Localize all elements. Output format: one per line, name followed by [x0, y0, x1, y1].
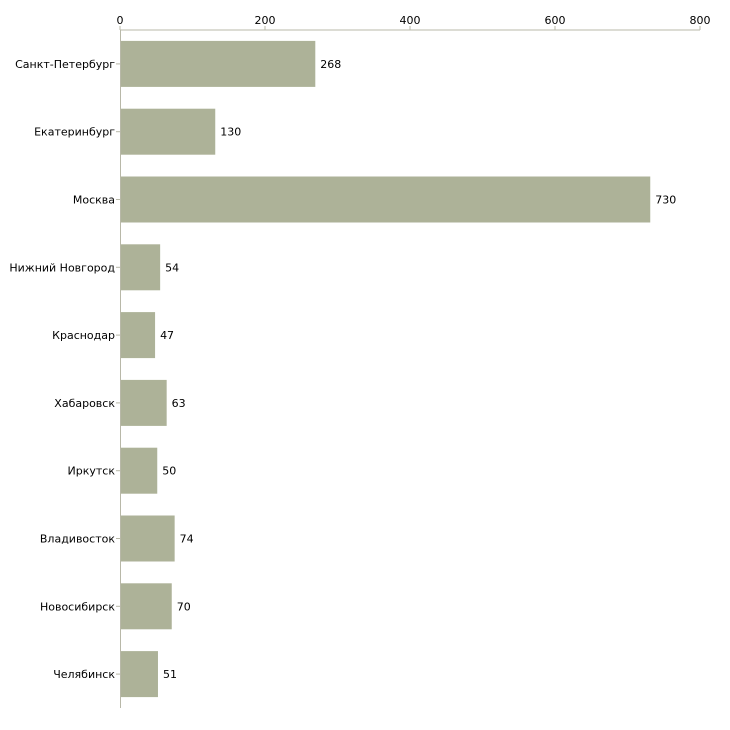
category-label: Новосибирск: [40, 600, 115, 613]
bar: [121, 312, 156, 359]
bar: [121, 176, 651, 223]
category-label: Москва: [73, 194, 115, 207]
value-label: 47: [160, 329, 174, 342]
x-tick-label: 600: [545, 14, 566, 27]
bar: [121, 515, 175, 562]
category-label: Нижний Новгород: [9, 261, 115, 274]
bar: [121, 108, 216, 155]
category-label: Владивосток: [40, 533, 115, 546]
category-label: Санкт-Петербург: [15, 58, 115, 71]
x-tick-label: 0: [117, 14, 124, 27]
value-label: 130: [220, 126, 241, 139]
value-label: 74: [180, 533, 194, 546]
x-tick-label: 400: [400, 14, 421, 27]
value-label: 54: [165, 261, 179, 274]
x-tick-label: 200: [255, 14, 276, 27]
category-label: Хабаровск: [54, 397, 115, 410]
bar: [121, 244, 161, 291]
category-label: Иркутск: [68, 465, 116, 478]
bar: [121, 379, 167, 426]
value-label: 730: [655, 194, 676, 207]
bar: [121, 583, 172, 630]
bar: [121, 651, 158, 698]
value-label: 268: [320, 58, 341, 71]
value-label: 70: [177, 600, 191, 613]
value-label: 51: [163, 668, 177, 681]
x-tick-label: 800: [690, 14, 711, 27]
category-label: Краснодар: [52, 329, 115, 342]
category-label: Екатеринбург: [34, 126, 115, 139]
category-label: Челябинск: [53, 668, 115, 681]
bar: [121, 40, 316, 87]
bar: [121, 447, 158, 494]
value-label: 50: [162, 465, 176, 478]
value-label: 63: [172, 397, 186, 410]
